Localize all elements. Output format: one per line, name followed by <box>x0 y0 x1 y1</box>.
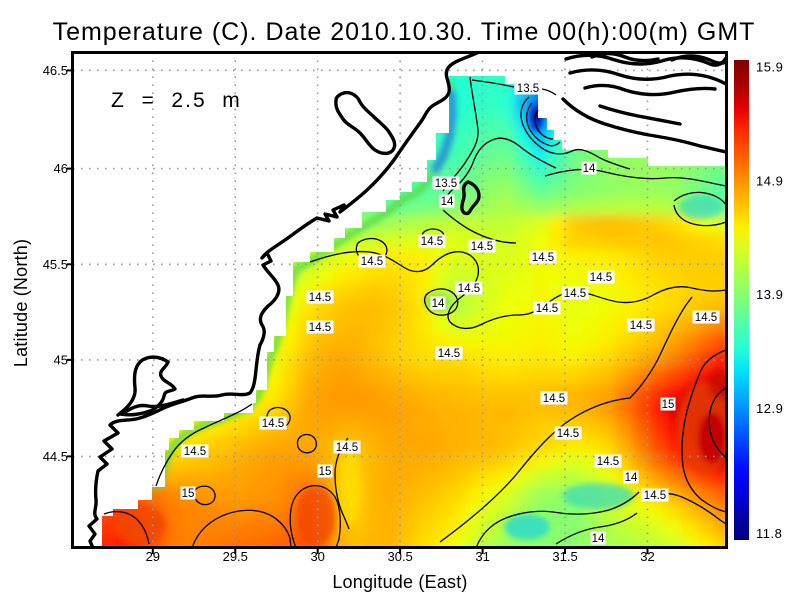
svg-text:14: 14 <box>625 472 638 484</box>
svg-text:14.5: 14.5 <box>471 241 493 253</box>
svg-text:14: 14 <box>592 533 605 545</box>
svg-text:12.9: 12.9 <box>756 401 783 416</box>
svg-text:14: 14 <box>432 298 445 310</box>
svg-text:45: 45 <box>54 352 68 367</box>
svg-text:Latitude (North): Latitude (North) <box>11 239 31 367</box>
svg-text:46: 46 <box>54 161 68 176</box>
svg-text:14.5: 14.5 <box>336 442 358 454</box>
svg-text:15.9: 15.9 <box>756 60 783 75</box>
svg-text:14.5: 14.5 <box>532 252 554 264</box>
svg-text:Temperature (C). Date 2010.10.: Temperature (C). Date 2010.10.30. Time 0… <box>53 18 756 46</box>
svg-text:14.5: 14.5 <box>536 303 558 315</box>
svg-text:14.5: 14.5 <box>695 312 717 324</box>
svg-text:14.5: 14.5 <box>644 490 666 502</box>
svg-text:14.5: 14.5 <box>262 418 284 430</box>
svg-text:14.5: 14.5 <box>438 348 460 360</box>
svg-text:14.5: 14.5 <box>309 322 331 334</box>
svg-text:13.5: 13.5 <box>517 83 539 95</box>
svg-text:46.5: 46.5 <box>43 63 68 78</box>
svg-text:14.9: 14.9 <box>756 173 783 188</box>
svg-text:Longitude (East): Longitude (East) <box>332 572 467 592</box>
svg-text:Z = 2.5 m: Z = 2.5 m <box>111 89 242 112</box>
svg-text:15: 15 <box>319 466 332 478</box>
svg-text:14.5: 14.5 <box>458 283 480 295</box>
svg-text:13.5: 13.5 <box>435 178 457 190</box>
svg-text:45.5: 45.5 <box>43 257 68 272</box>
svg-text:31.5: 31.5 <box>552 549 577 564</box>
svg-text:14.5: 14.5 <box>590 272 612 284</box>
svg-text:29.5: 29.5 <box>223 549 248 564</box>
svg-text:15: 15 <box>662 399 675 411</box>
svg-text:14.5: 14.5 <box>557 428 579 440</box>
svg-text:14.5: 14.5 <box>564 288 586 300</box>
svg-text:14: 14 <box>441 196 454 208</box>
svg-text:11.8: 11.8 <box>756 526 782 541</box>
svg-text:14.5: 14.5 <box>421 236 443 248</box>
svg-text:14.5: 14.5 <box>309 292 331 304</box>
svg-text:32: 32 <box>640 549 654 564</box>
svg-text:14.5: 14.5 <box>361 256 383 268</box>
svg-text:14.5: 14.5 <box>630 320 652 332</box>
svg-text:30: 30 <box>310 549 324 564</box>
svg-text:30.5: 30.5 <box>387 549 412 564</box>
svg-text:14.5: 14.5 <box>184 446 206 458</box>
svg-text:14: 14 <box>583 163 596 175</box>
svg-text:29: 29 <box>146 549 160 564</box>
svg-text:31: 31 <box>475 549 489 564</box>
svg-text:13.9: 13.9 <box>756 287 783 302</box>
svg-text:15: 15 <box>182 488 195 500</box>
svg-text:14.5: 14.5 <box>597 456 619 468</box>
svg-text:14.5: 14.5 <box>543 393 565 405</box>
svg-text:44.5: 44.5 <box>43 449 68 464</box>
